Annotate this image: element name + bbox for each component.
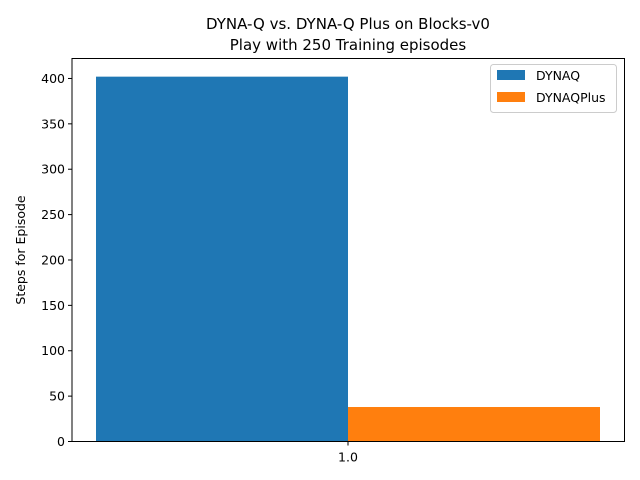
- legend-label-dynaqplus: DYNAQPlus: [536, 90, 606, 105]
- chart-title-line-1: DYNA-Q vs. DYNA-Q Plus on Blocks-v0: [206, 15, 490, 33]
- y-tick-label: 300: [41, 162, 65, 177]
- y-tick-label: 100: [41, 343, 65, 358]
- legend-swatch-dynaq: [497, 70, 525, 80]
- bars-group: [96, 76, 600, 442]
- y-tick-label: 50: [49, 389, 65, 404]
- y-axis-label: Steps for Episode: [13, 195, 28, 305]
- legend-swatch-dynaqplus: [497, 92, 525, 102]
- y-axis-ticks: 0 50 100 150 200 250 300 350 400: [41, 71, 72, 449]
- y-tick-label: 200: [41, 252, 65, 267]
- legend: DYNAQ DYNAQPlus: [490, 64, 617, 113]
- x-axis-ticks: 1.0: [338, 441, 358, 465]
- y-tick-label: 400: [41, 71, 65, 86]
- bar-dynaqplus-0: [348, 407, 600, 442]
- bar-dynaq-0: [96, 76, 348, 442]
- y-tick-label: 0: [57, 434, 65, 449]
- legend-label-dynaq: DYNAQ: [536, 68, 580, 83]
- plot-frame: [71, 58, 625, 442]
- x-tick-label: 1.0: [338, 450, 358, 465]
- chart-title-line-2: Play with 250 Training episodes: [230, 36, 467, 54]
- y-tick-label: 350: [41, 116, 65, 131]
- y-tick-label: 150: [41, 298, 65, 313]
- y-tick-label: 250: [41, 207, 65, 222]
